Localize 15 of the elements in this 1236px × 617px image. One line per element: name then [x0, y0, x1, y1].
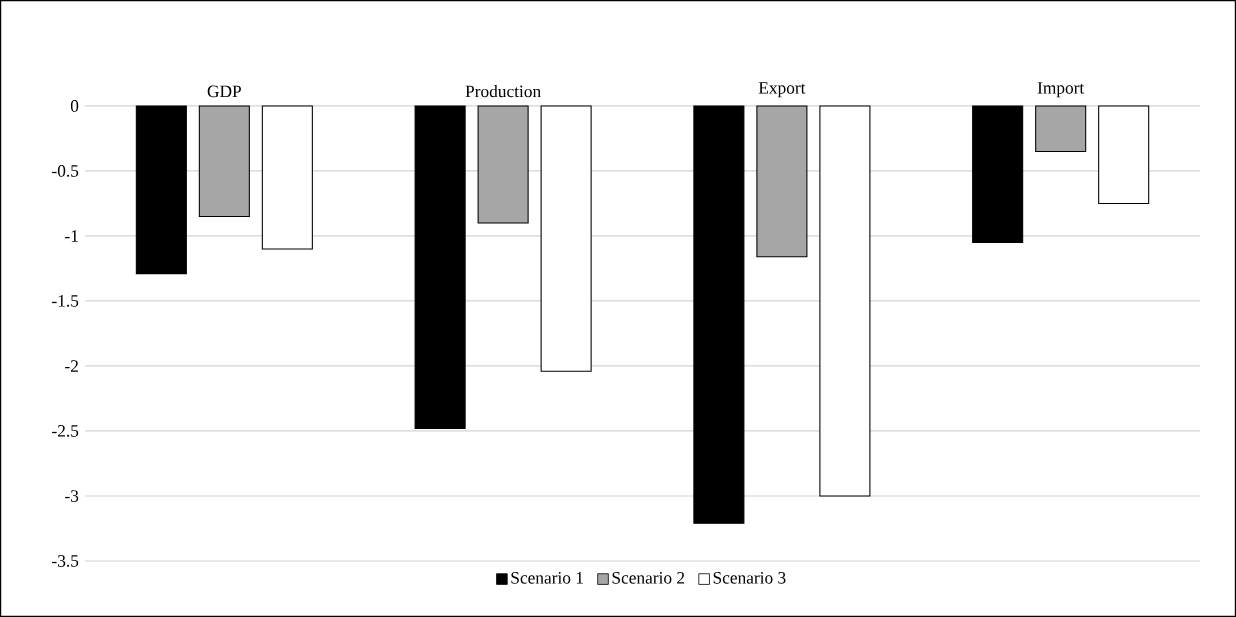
- x-tick-label: Import: [1037, 82, 1085, 98]
- y-tick-label: -0.5: [52, 165, 79, 177]
- y-tick-label: -1: [65, 230, 78, 242]
- x-tick-label: GDP: [207, 85, 241, 98]
- y-tick-label: -3.5: [52, 555, 79, 567]
- x-tick-label: Production: [465, 85, 541, 98]
- legend-label: Scenario 3: [713, 572, 786, 584]
- y-tick-label: -1.5: [52, 295, 79, 307]
- y-tick-label: -2.5: [52, 425, 79, 437]
- legend-label: Scenario 2: [612, 572, 685, 584]
- legend-label: Scenario 1: [511, 572, 583, 584]
- y-tick-label: -3: [65, 490, 79, 502]
- x-tick-label: Export: [758, 82, 806, 98]
- y-tick-label: -2: [65, 360, 78, 372]
- y-tick-label: 0: [70, 100, 79, 112]
